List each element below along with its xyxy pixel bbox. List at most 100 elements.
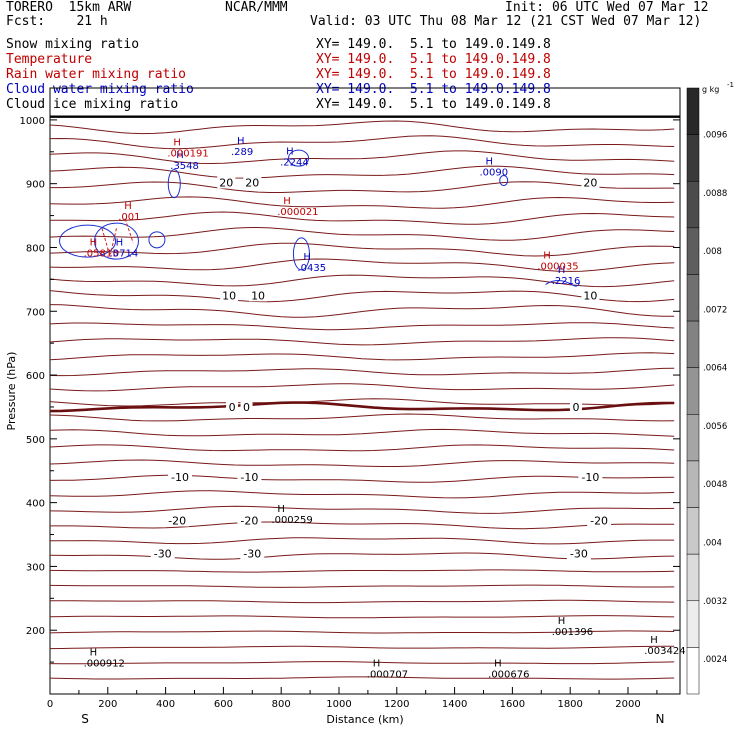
extremum-value: .001 bbox=[118, 212, 140, 223]
extremum-value: .05813 bbox=[84, 249, 119, 260]
init-time: Init: 06 UTC Wed 07 Mar 12 bbox=[505, 0, 709, 15]
isotherm-line bbox=[49, 383, 675, 392]
x-axis-label: Distance (km) bbox=[326, 713, 403, 726]
colorbar-swatch bbox=[686, 134, 700, 182]
extremum-marker: H bbox=[176, 150, 184, 161]
cloud-water-contour bbox=[148, 231, 166, 249]
colorbar-tick-label: .004 bbox=[703, 539, 722, 549]
legend-name: Snow mixing ratio bbox=[6, 37, 140, 52]
extremum-marker: H bbox=[494, 659, 502, 670]
extremum-value: .003424 bbox=[644, 646, 685, 657]
isotherm-label-bg bbox=[578, 471, 603, 484]
colorbar-tick-label: .0032 bbox=[703, 597, 727, 607]
extremum-value: .3548 bbox=[170, 161, 199, 172]
y-tick-label: 800 bbox=[26, 243, 45, 254]
y-tick-label: 400 bbox=[26, 499, 45, 510]
colorbar-swatch bbox=[686, 507, 700, 555]
legend-xy: XY= 149.0. 5.1 to 149.0.149.8 bbox=[316, 37, 551, 52]
isotherm-label: -10 bbox=[581, 471, 599, 484]
x-tick-label: 1200 bbox=[384, 699, 409, 710]
colorbar-tick-label: .0072 bbox=[703, 305, 727, 315]
org-title: NCAR/MMM bbox=[225, 0, 288, 15]
isotherm-line bbox=[50, 599, 675, 604]
isotherm-label: -30 bbox=[243, 548, 261, 561]
forecast-hour: Fcst: 21 h bbox=[6, 14, 108, 29]
north-end-label: N bbox=[656, 712, 665, 726]
y-tick-label: 300 bbox=[26, 562, 45, 573]
isotherm-line bbox=[49, 352, 675, 361]
x-tick-label: 0 bbox=[47, 699, 53, 710]
extremum-value: .000191 bbox=[167, 148, 208, 159]
isotherm-label-bg bbox=[581, 289, 600, 302]
isotherm-label: 0 bbox=[229, 401, 236, 414]
isotherm-line bbox=[49, 615, 675, 619]
isotherm-label-bg bbox=[165, 514, 190, 527]
isotherm-line bbox=[49, 304, 675, 318]
extremum-value: .0090 bbox=[479, 168, 508, 179]
colorbar-swatch bbox=[686, 320, 700, 368]
colorbar-swatch bbox=[686, 414, 700, 462]
isotherm-label: 20 bbox=[219, 176, 233, 189]
colorbar-tick-label: .0024 bbox=[703, 655, 727, 665]
extremum-value: .000035 bbox=[537, 261, 578, 272]
isotherm-label: 20 bbox=[583, 176, 597, 189]
colorbar-tick-label: .008 bbox=[703, 247, 722, 257]
y-tick-label: 700 bbox=[26, 307, 45, 318]
isotherm-label-bg bbox=[237, 471, 262, 484]
isotherm-line bbox=[49, 459, 675, 467]
isotherm-label: 0 bbox=[243, 401, 250, 414]
isotherm-line bbox=[49, 645, 675, 650]
extremum-marker: H bbox=[485, 157, 493, 168]
isotherm-line bbox=[50, 537, 675, 545]
x-tick-label: 1600 bbox=[500, 699, 525, 710]
colorbar-unit: g kg bbox=[702, 85, 719, 94]
extremum-marker: H bbox=[90, 238, 98, 249]
extremum-marker: H bbox=[124, 201, 132, 212]
legend-xy: XY= 149.0. 5.1 to 149.0.149.8 bbox=[316, 97, 551, 112]
extremum-marker: H bbox=[277, 504, 285, 515]
isotherm-line bbox=[49, 584, 675, 588]
colorbar-swatch bbox=[686, 460, 700, 508]
isotherm-line bbox=[49, 120, 675, 135]
isotherm-line bbox=[49, 474, 675, 483]
colorbar-tick-label: .0088 bbox=[703, 189, 727, 199]
x-tick-label: 200 bbox=[98, 699, 117, 710]
isotherm-label: 10 bbox=[251, 289, 265, 302]
extremum-marker: H bbox=[543, 250, 551, 261]
isotherm-line bbox=[49, 290, 675, 303]
south-end-label: S bbox=[81, 712, 89, 726]
extremum-marker: H bbox=[116, 238, 124, 249]
model-title: TORERO 15km ARW bbox=[6, 0, 132, 15]
cloud-water-contour bbox=[499, 174, 509, 186]
extremum-marker: H bbox=[237, 136, 245, 147]
isotherm-line bbox=[49, 490, 675, 499]
isotherm-label: -20 bbox=[240, 514, 258, 527]
cloud-water-contour bbox=[167, 169, 181, 199]
x-tick-label: 400 bbox=[156, 699, 175, 710]
y-tick-label: 200 bbox=[26, 626, 45, 637]
extremum-value: .2244 bbox=[280, 157, 309, 168]
isotherm-label-bg bbox=[240, 547, 265, 560]
isotherm-label: -10 bbox=[171, 471, 189, 484]
extremum-value: .0435 bbox=[297, 263, 326, 274]
isotherm-line bbox=[49, 413, 675, 422]
y-axis-label: Pressure (hPa) bbox=[5, 352, 18, 431]
isotherm-line bbox=[49, 428, 675, 437]
isotherm-label-bg bbox=[240, 400, 253, 413]
cloud-water-contour bbox=[288, 149, 310, 167]
extremum-value: .000676 bbox=[488, 670, 529, 681]
extremum-value: .000021 bbox=[277, 207, 318, 218]
colorbar-tick-label: .0096 bbox=[703, 131, 727, 141]
isotherm-line bbox=[49, 165, 675, 179]
colorbar-swatch bbox=[686, 227, 700, 275]
isotherm-label: -10 bbox=[240, 471, 258, 484]
colorbar-tick-label: .0064 bbox=[703, 364, 727, 374]
extremum-marker: H bbox=[650, 635, 658, 646]
isotherm-label-bg bbox=[581, 176, 600, 189]
isotherm-label-bg bbox=[150, 547, 175, 560]
isotherm-line bbox=[49, 569, 675, 573]
x-tick-label: 1000 bbox=[326, 699, 351, 710]
isotherm-label: -20 bbox=[168, 514, 186, 527]
x-tick-label: 2000 bbox=[615, 699, 640, 710]
